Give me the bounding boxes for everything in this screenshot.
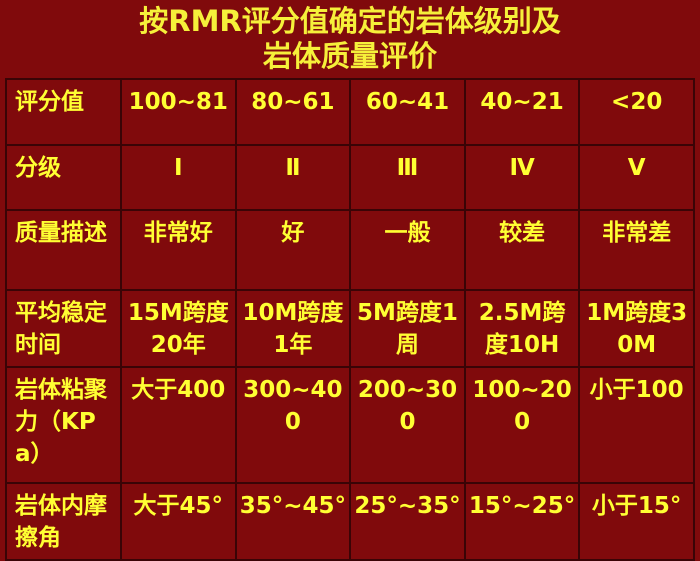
row-header: 平均稳定时间 — [5, 289, 122, 368]
row-header: 评分值 — [5, 78, 122, 146]
table-cell: Ⅱ — [234, 144, 352, 211]
table-cell: Ⅲ — [349, 144, 466, 211]
row-header: 岩体内摩擦角 — [5, 482, 122, 561]
table-cell: 35°~45° — [234, 482, 352, 561]
table-cell: 40~21 — [463, 78, 581, 146]
table-cell: 300~400 — [234, 366, 352, 484]
table-cell: 5M跨度1周 — [349, 289, 466, 368]
title-line-1: 按RMR评分值确定的岩体级别及 — [139, 4, 561, 38]
table-cell: 非常好 — [120, 209, 237, 291]
table-row: 分级 Ⅰ Ⅱ Ⅲ Ⅳ Ⅴ — [5, 144, 695, 211]
table-cell: 25°~35° — [349, 482, 466, 561]
table-cell: 1M跨度30M — [578, 289, 695, 368]
table-cell: 15°~25° — [463, 482, 581, 561]
table-cell: Ⅳ — [463, 144, 581, 211]
table-cell: 一般 — [349, 209, 466, 291]
table-cell: 较差 — [463, 209, 581, 291]
table-row: 平均稳定时间 15M跨度20年 10M跨度1年 5M跨度1周 2.5M跨度10H 1M跨度… — [5, 289, 695, 368]
table-cell: 好 — [234, 209, 352, 291]
table-cell: 大于45° — [120, 482, 237, 561]
table-cell: 80~61 — [234, 78, 352, 146]
table-cell: 非常差 — [578, 209, 695, 291]
table-row: 质量描述 非常好好一般 较差 非常差 — [5, 209, 695, 291]
row-header: 质量描述 — [5, 209, 122, 291]
table-cell: 60~41 — [349, 78, 466, 146]
table-cell: Ⅰ — [120, 144, 237, 211]
table-cell: Ⅴ — [578, 144, 695, 211]
row-header: 分级 — [5, 144, 122, 211]
table-cell: 小于100 — [578, 366, 695, 484]
rmr-classification-table: 评分值 100~81 80~61 60~41 40~21 <20 分级 Ⅰ Ⅱ Ⅲ Ⅳ Ⅴ 质量描述 非常… — [5, 78, 695, 561]
table-cell: 2.5M跨度10H — [463, 289, 581, 368]
slide-title: 按RMR评分值确定的岩体级别及 岩体质量评价 — [0, 4, 700, 74]
table-cell: 小于15° — [578, 482, 695, 561]
title-line-2: 岩体质量评价 — [262, 39, 437, 73]
table-cell: 15M跨度20年 — [120, 289, 237, 368]
table-cell: 200~300 — [349, 366, 466, 484]
table-row: 岩体内摩擦角 大于45° 35°~45° 25°~35° 15°~25° 小于15° — [5, 482, 695, 561]
table-row: 评分值 100~81 80~61 60~41 40~21 <20 — [5, 78, 695, 146]
table-cell: 100~200 — [463, 366, 581, 484]
table-cell: 大于400 — [120, 366, 237, 484]
table-cell: 10M跨度1年 — [234, 289, 352, 368]
table-cell: 100~81 — [120, 78, 237, 146]
table-row: 岩体粘聚力（KPa） 大于400 300~400 200~300 100~200 小于10… — [5, 366, 695, 484]
table-cell: <20 — [578, 78, 695, 146]
row-header: 岩体粘聚力（KPa） — [5, 366, 122, 484]
